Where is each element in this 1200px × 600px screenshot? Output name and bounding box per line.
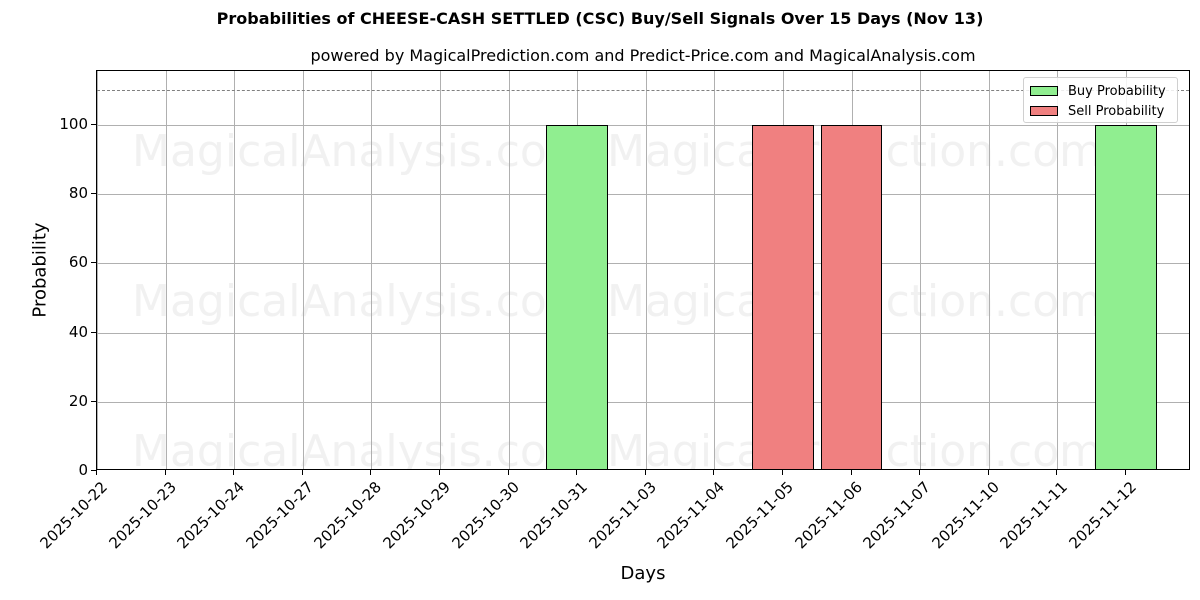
- grid-line-horizontal: [97, 263, 1189, 265]
- x-tick-label: 2025-10-23: [105, 478, 180, 553]
- y-tick-mark: [91, 193, 96, 195]
- y-tick-label: 0: [78, 461, 88, 479]
- x-tick-label: 2025-11-07: [859, 478, 935, 553]
- x-tick-label: 2025-10-28: [310, 478, 386, 553]
- y-tick-label: 100: [59, 114, 88, 133]
- grid-line-vertical: [920, 71, 922, 469]
- grid-line-vertical: [97, 71, 98, 469]
- x-tick-mark: [301, 470, 303, 475]
- x-tick-label: 2025-11-03: [585, 478, 660, 553]
- x-tick-mark: [439, 470, 440, 475]
- buy-swatch-icon: [1030, 86, 1058, 96]
- legend: Buy Probability Sell Probability: [1023, 77, 1178, 123]
- x-tick-label: 2025-10-31: [516, 478, 592, 553]
- grid-line-vertical: [371, 71, 373, 469]
- y-tick-label: 80: [68, 184, 88, 203]
- y-axis-label: Probability: [29, 222, 51, 318]
- grid-line-vertical: [714, 71, 716, 469]
- x-tick-label: 2025-10-29: [379, 478, 454, 553]
- x-tick-mark: [1125, 470, 1126, 475]
- x-tick-mark: [507, 470, 509, 475]
- grid-line-vertical: [234, 71, 236, 469]
- grid-line-horizontal: [97, 332, 1189, 334]
- legend-label-sell: Sell Probability: [1068, 103, 1165, 119]
- x-tick-label: 2025-10-30: [448, 478, 523, 553]
- x-tick-mark: [370, 470, 372, 475]
- legend-label-buy: Buy Probability: [1068, 83, 1166, 99]
- legend-item-sell: Sell Probability: [1030, 103, 1164, 119]
- y-tick-label: 20: [68, 391, 88, 410]
- y-tick-mark: [91, 123, 96, 125]
- watermark-text: MagicalAnalysis.com: [132, 276, 590, 327]
- x-tick-label: 2025-11-10: [928, 478, 1003, 553]
- grid-line-horizontal: [97, 124, 1189, 126]
- reference-line: [97, 90, 1189, 92]
- sell-bar: [752, 124, 814, 469]
- grid-line-horizontal: [97, 401, 1189, 403]
- grid-line-vertical: [1057, 71, 1059, 469]
- chart-title: Probabilities of CHEESE-CASH SETTLED (CS…: [216, 9, 984, 28]
- y-tick-mark: [91, 400, 96, 402]
- grid-line-vertical: [508, 71, 510, 469]
- grid-line-vertical: [165, 71, 167, 469]
- grid-line-vertical: [645, 71, 647, 469]
- x-tick-mark: [644, 470, 646, 475]
- y-tick-label: 40: [68, 322, 88, 341]
- x-tick-mark: [164, 470, 166, 475]
- x-tick-label: 2025-11-05: [722, 478, 797, 553]
- x-tick-label: 2025-11-11: [996, 478, 1072, 553]
- grid-line-vertical: [302, 71, 304, 469]
- x-tick-mark: [919, 470, 921, 475]
- chart-subtitle: powered by MagicalPrediction.com and Pre…: [310, 46, 976, 65]
- watermark-text: MagicalAnalysis.com: [132, 426, 590, 470]
- buy-bar: [546, 124, 609, 469]
- buy-bar: [1095, 124, 1157, 469]
- x-tick-mark: [96, 470, 97, 475]
- x-tick-mark: [850, 470, 852, 475]
- y-tick-label: 60: [68, 253, 88, 272]
- grid-line-horizontal: [97, 194, 1189, 196]
- x-tick-label: 2025-11-06: [791, 478, 866, 553]
- x-tick-mark: [576, 470, 578, 475]
- y-tick-mark: [91, 262, 96, 264]
- x-tick-mark: [782, 470, 783, 475]
- x-tick-label: 2025-10-27: [242, 478, 317, 553]
- x-axis-label: Days: [620, 563, 666, 584]
- x-tick-label: 2025-10-22: [36, 478, 111, 553]
- sell-swatch-icon: [1030, 106, 1058, 116]
- x-tick-label: 2025-11-04: [653, 478, 729, 553]
- plot-area: MagicalAnalysis.comMagicalPrediction.com…: [96, 70, 1190, 470]
- watermark-text: MagicalAnalysis.com: [132, 126, 590, 177]
- grid-line-vertical: [988, 71, 990, 469]
- sell-bar: [820, 124, 883, 469]
- x-tick-mark: [1056, 470, 1058, 475]
- y-tick-mark: [91, 331, 96, 333]
- x-tick-mark: [233, 470, 235, 475]
- legend-item-buy: Buy Probability: [1030, 83, 1166, 99]
- grid-line-vertical: [440, 71, 441, 469]
- x-tick-mark: [713, 470, 715, 475]
- x-tick-label: 2025-10-24: [173, 478, 249, 553]
- x-tick-mark: [987, 470, 989, 475]
- x-tick-label: 2025-11-12: [1065, 478, 1140, 553]
- y-tick-mark: [91, 470, 96, 471]
